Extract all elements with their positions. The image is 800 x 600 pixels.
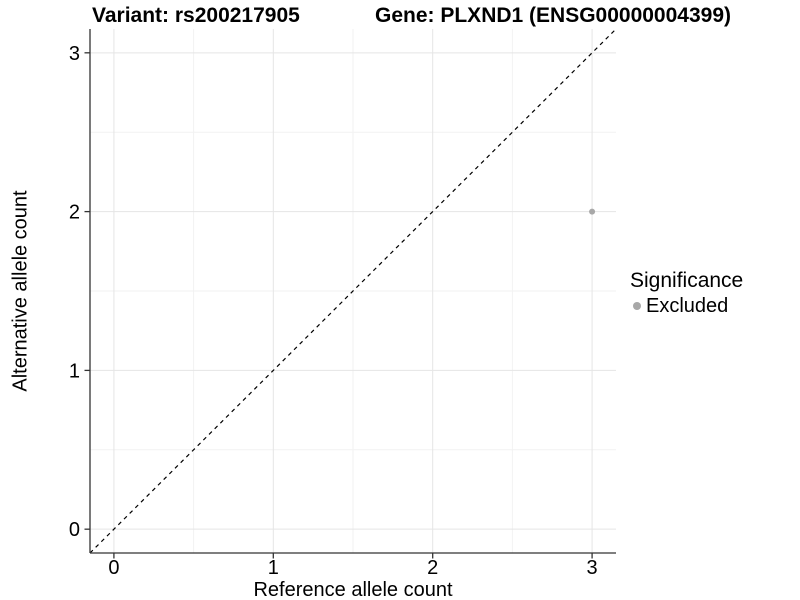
y-tick-label: 0 <box>69 519 80 541</box>
y-tick-label: 3 <box>69 43 80 65</box>
legend-item-label: Excluded <box>646 295 729 317</box>
legend: Significance Excluded <box>630 268 743 318</box>
legend-item-excluded: Excluded <box>633 294 743 318</box>
identity-reference-line <box>89 28 617 554</box>
y-axis-title: Alternative allele count <box>9 190 32 392</box>
x-tick-label: 3 <box>587 557 598 579</box>
x-axis-title: Reference allele count <box>253 579 453 600</box>
x-tick-label: 1 <box>268 557 279 579</box>
y-tick-label: 2 <box>69 202 80 224</box>
legend-point-icon <box>633 302 641 310</box>
x-tick-label: 0 <box>108 557 119 579</box>
legend-title: Significance <box>630 269 744 292</box>
data-point <box>589 208 596 215</box>
plot-title-variant: Variant: rs200217905 <box>92 4 300 27</box>
plot-title-gene: Gene: PLXND1 (ENSG00000004399) <box>375 4 732 27</box>
y-tick-label: 1 <box>69 360 80 382</box>
x-tick-label: 2 <box>427 557 438 579</box>
